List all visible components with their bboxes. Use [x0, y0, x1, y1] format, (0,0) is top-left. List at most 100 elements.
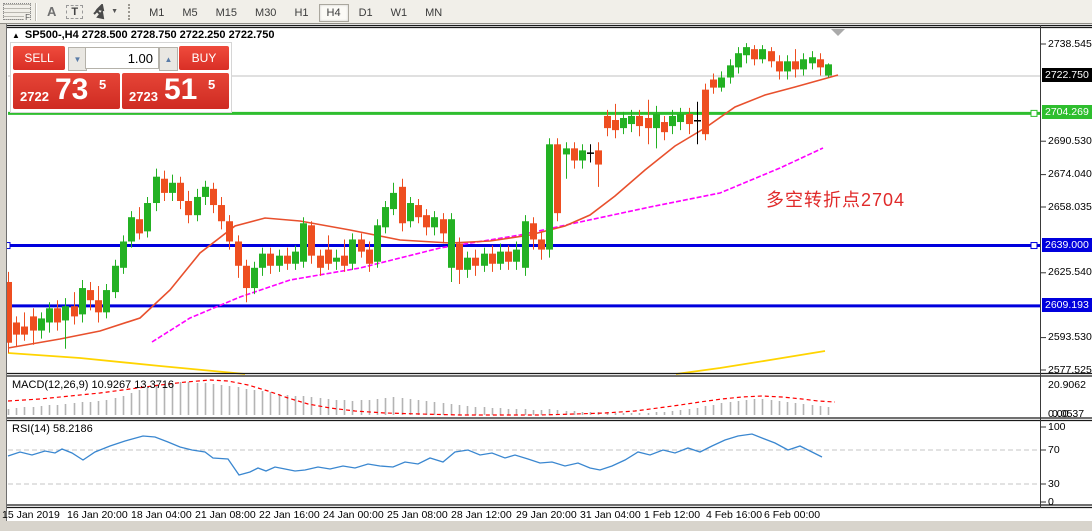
candle-body	[456, 243, 463, 270]
volume-increase-button[interactable]: ▲	[159, 47, 178, 71]
timeframe-d1[interactable]: D1	[358, 6, 373, 19]
arrow-tool-button[interactable]: A	[47, 4, 57, 19]
candle-body	[46, 308, 53, 323]
bid-price-main: 73	[55, 73, 89, 106]
one-click-trading-panel: SELL ▼ 1.00 ▲ BUY 2722 73 5 2723 51 5	[10, 42, 232, 113]
bid-price-tile[interactable]: 2722 73 5	[13, 73, 120, 109]
collapse-panel-icon[interactable]: ▲	[12, 31, 20, 40]
candle-body	[464, 257, 471, 270]
candle-body	[825, 64, 832, 76]
price-highlight-label: 2704.269	[1042, 105, 1092, 120]
candle-body	[423, 215, 430, 228]
window-bottom-frame	[0, 521, 1092, 531]
candle-body	[259, 253, 266, 268]
time-tick-label: 31 Jan 04:00	[580, 509, 641, 521]
toolbar-grip[interactable]	[128, 3, 134, 20]
ma-yellow-line	[675, 350, 826, 375]
macd-axis-bottom-label2: 0.0537	[1052, 408, 1085, 420]
candle-body	[13, 322, 20, 335]
candle-body	[177, 182, 184, 201]
candle-body	[628, 115, 635, 125]
ask-price-sup: 5	[208, 77, 216, 92]
ma-orange-line	[7, 74, 839, 349]
chart-shift-marker-icon[interactable]	[831, 29, 845, 36]
buy-button[interactable]: BUY	[179, 46, 229, 70]
volume-input[interactable]: 1.00	[85, 47, 159, 69]
level-2704-handle-right[interactable]	[1030, 109, 1038, 117]
bid-price-prefix: 2722	[20, 89, 49, 104]
candle-body	[440, 219, 447, 234]
candle-body	[718, 77, 725, 88]
ask-price-tile[interactable]: 2723 51 5	[122, 73, 229, 109]
candle-body	[128, 217, 135, 242]
ask-price-prefix: 2723	[129, 89, 158, 104]
timeframe-m30[interactable]: M30	[255, 6, 277, 19]
candle-body	[325, 249, 332, 264]
sell-button[interactable]: SELL	[13, 46, 65, 70]
macd-axis-top-label: 20.9062	[1048, 379, 1086, 391]
chevron-down-icon[interactable]: ▼	[111, 8, 119, 15]
candle-body	[407, 203, 414, 222]
candle-body	[620, 117, 627, 129]
candle-body	[784, 61, 791, 72]
rsi-tick-label: 30	[1048, 477, 1060, 490]
macd-indicator-label: MACD(12,26,9) 10.9267 13.3716	[12, 379, 175, 391]
timeframe-m5[interactable]: M5	[182, 6, 198, 19]
candle-body	[382, 207, 389, 228]
time-tick-label: 1 Feb 12:00	[644, 509, 701, 521]
candle-body	[251, 267, 258, 289]
rsi-tick-label: 0	[1048, 495, 1054, 508]
candle-body	[169, 182, 176, 193]
candle-body	[243, 265, 250, 289]
timeframe-w1[interactable]: W1	[390, 6, 408, 19]
timeframe-h4[interactable]: H4	[318, 3, 349, 22]
candle-body	[472, 257, 479, 266]
candle-body	[284, 255, 291, 264]
candle-body	[62, 306, 69, 321]
candle-body	[194, 196, 201, 216]
candle-body	[817, 59, 824, 68]
timeframe-m1[interactable]: M1	[149, 6, 165, 19]
candle-body	[522, 221, 529, 268]
time-tick-label: 15 Jan 2019	[2, 509, 60, 521]
dock-grid-icon[interactable]: F	[3, 3, 31, 22]
chart-annotation-text[interactable]: 多空转折点2704	[766, 190, 906, 210]
candle-body	[300, 223, 307, 262]
candle-body	[136, 219, 143, 234]
candle-body	[103, 290, 110, 313]
time-tick-label: 6 Feb 00:00	[764, 509, 821, 521]
time-tick-label: 18 Jan 04:00	[131, 509, 192, 521]
timeframe-m15[interactable]: M15	[215, 6, 238, 19]
time-tick-label: 28 Jan 12:00	[451, 509, 512, 521]
candle-body	[743, 47, 750, 56]
candle-body	[226, 221, 233, 242]
price-highlight-label: 2722.750	[1042, 67, 1092, 82]
candle-body	[554, 144, 561, 214]
timeframe-mn[interactable]: MN	[425, 6, 443, 19]
text-label-tool-button[interactable]: T	[66, 4, 84, 19]
candle-body	[276, 255, 283, 266]
candle-body	[571, 148, 578, 161]
candle-body	[800, 59, 807, 70]
candle-body	[21, 326, 28, 335]
level-2639-handle-right[interactable]	[1030, 242, 1038, 250]
candle-body	[636, 115, 643, 127]
candle-body	[612, 120, 619, 131]
candle-body	[79, 288, 86, 315]
candle-body	[54, 308, 61, 323]
time-tick-label: 25 Jan 08:00	[387, 509, 448, 521]
candle-body	[358, 239, 365, 252]
cycle-lines-icon[interactable]	[87, 2, 109, 22]
candle-body	[563, 148, 570, 155]
chart-title-text: SP500-,H4 2728.500 2728.750 2722.250 272…	[24, 29, 275, 41]
price-tick-label: 2593.530	[1048, 331, 1092, 344]
timeframe-h1[interactable]: H1	[294, 6, 309, 19]
candle-body	[538, 239, 545, 250]
price-tick-label: 2658.035	[1048, 200, 1092, 213]
candle-body	[185, 200, 192, 216]
candle-body	[95, 300, 102, 313]
candle-body	[505, 251, 512, 262]
price-tick-label: 2690.530	[1048, 134, 1092, 147]
candle-body	[341, 255, 348, 266]
